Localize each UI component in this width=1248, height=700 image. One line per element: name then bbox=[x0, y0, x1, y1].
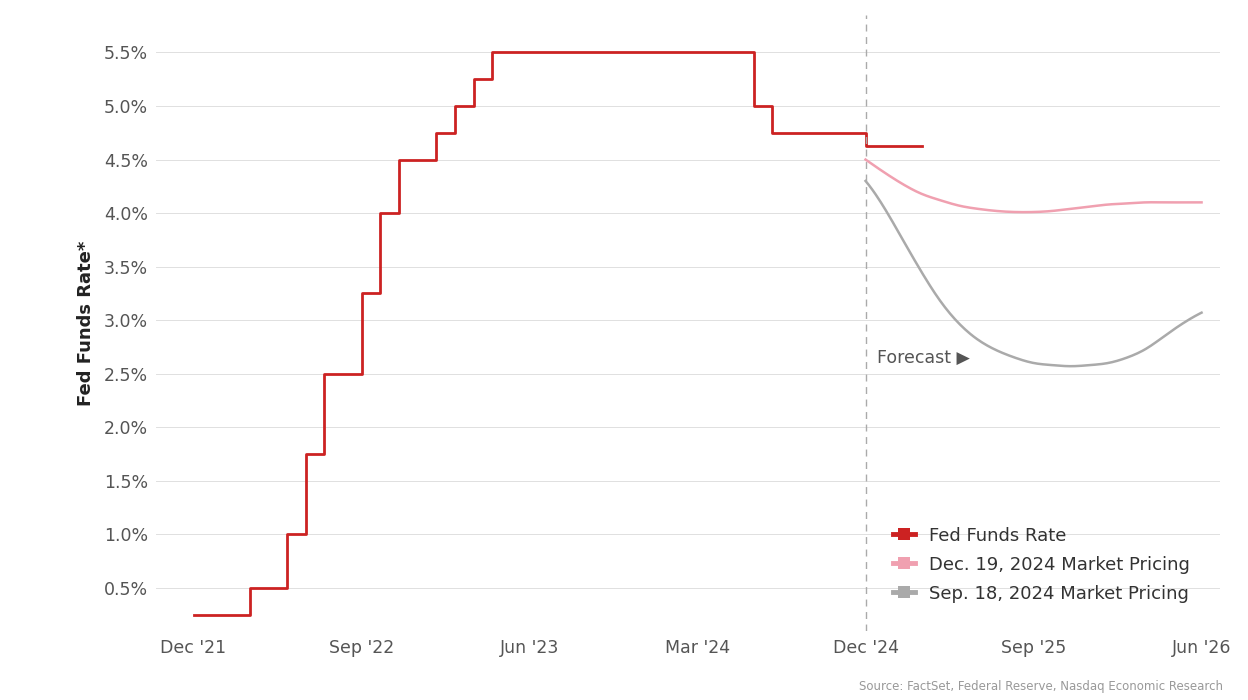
Text: Source: FactSet, Federal Reserve, Nasdaq Economic Research: Source: FactSet, Federal Reserve, Nasdaq… bbox=[859, 680, 1223, 693]
Legend: Fed Funds Rate, Dec. 19, 2024 Market Pricing, Sep. 18, 2024 Market Pricing: Fed Funds Rate, Dec. 19, 2024 Market Pri… bbox=[892, 526, 1189, 603]
Y-axis label: Fed Funds Rate*: Fed Funds Rate* bbox=[77, 240, 95, 405]
Text: Forecast ▶: Forecast ▶ bbox=[877, 349, 970, 367]
